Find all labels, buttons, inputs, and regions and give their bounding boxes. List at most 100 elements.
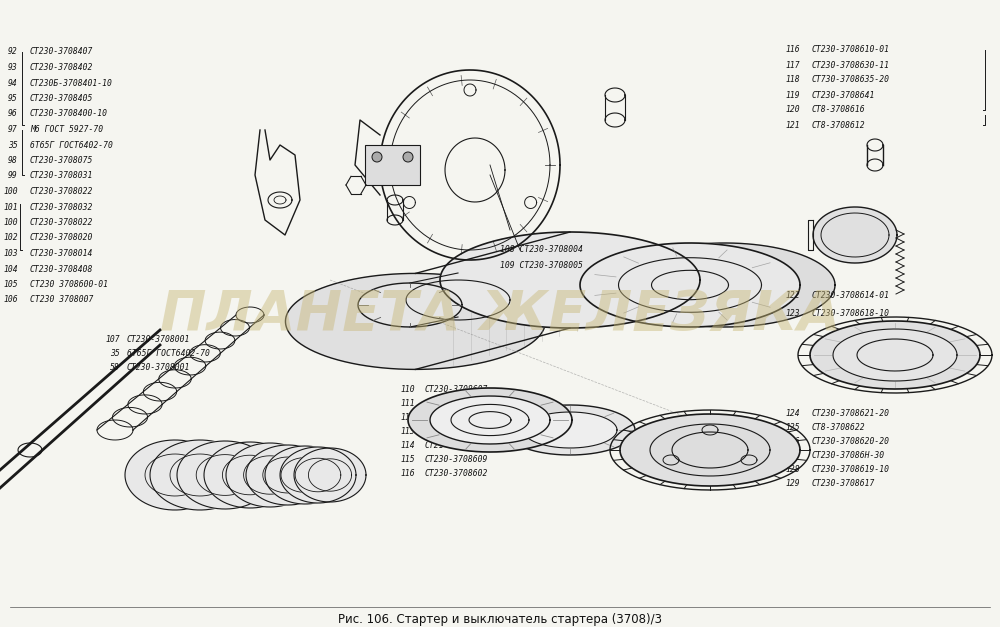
Polygon shape [285, 273, 545, 369]
Text: 58: 58 [110, 364, 120, 372]
Text: 98: 98 [8, 156, 18, 165]
Text: СТ230-3708022: СТ230-3708022 [30, 218, 93, 227]
Polygon shape [408, 388, 572, 452]
Text: 104: 104 [3, 265, 18, 273]
Polygon shape [125, 440, 225, 510]
Polygon shape [440, 232, 700, 328]
Text: СТ230Б-3708401-10: СТ230Б-3708401-10 [30, 78, 113, 88]
Text: СТ230-3708400-10: СТ230-3708400-10 [30, 110, 108, 119]
Polygon shape [204, 442, 296, 508]
Text: СТ230-3708022: СТ230-3708022 [30, 187, 93, 196]
Text: 116: 116 [785, 46, 800, 55]
Text: 113: 113 [400, 428, 415, 436]
Text: СТ230-3708032: СТ230-3708032 [30, 203, 93, 211]
Polygon shape [226, 443, 314, 507]
Polygon shape [810, 321, 980, 389]
Text: 94: 94 [8, 78, 18, 88]
Text: 107: 107 [105, 335, 120, 344]
Text: СТ230-37086Н-30: СТ230-37086Н-30 [812, 451, 885, 460]
Text: СТ230-3708031: СТ230-3708031 [30, 172, 93, 181]
Text: СТ230-3708607: СТ230-3708607 [425, 386, 488, 394]
Text: 117: 117 [785, 60, 800, 70]
Polygon shape [620, 414, 800, 486]
Text: 127: 127 [785, 451, 800, 460]
Text: 100: 100 [3, 187, 18, 196]
Text: СТ21-3708603-А: СТ21-3708603-А [425, 413, 493, 423]
Text: СТ230 3708600-01: СТ230 3708600-01 [30, 280, 108, 289]
Text: 125: 125 [785, 423, 800, 431]
Text: СТ230-3708614-01: СТ230-3708614-01 [812, 290, 890, 300]
Text: СТ230-3708619-10: СТ230-3708619-10 [812, 465, 890, 473]
Polygon shape [280, 447, 356, 503]
Text: 112: 112 [400, 413, 415, 423]
Text: СТ230-3708602: СТ230-3708602 [425, 470, 488, 478]
Polygon shape [150, 440, 250, 510]
Text: 122: 122 [785, 290, 800, 300]
Text: 116: 116 [400, 470, 415, 478]
Text: 124: 124 [785, 409, 800, 418]
Text: СТ230-3708641: СТ230-3708641 [812, 90, 875, 100]
Text: 6Т65Г ГОСТ6402-70: 6Т65Г ГОСТ6402-70 [30, 140, 113, 149]
Text: 35: 35 [110, 349, 120, 359]
Circle shape [372, 152, 382, 162]
Text: СТ730-3708635-20: СТ730-3708635-20 [812, 75, 890, 85]
Polygon shape [650, 424, 770, 476]
Text: СТ21-3708604: СТ21-3708604 [425, 441, 484, 451]
Polygon shape [833, 329, 957, 381]
Text: СТ230-3708630-11: СТ230-3708630-11 [812, 60, 890, 70]
Text: СТ230-3708075: СТ230-3708075 [30, 156, 93, 165]
Text: 121: 121 [785, 120, 800, 130]
Text: СТ230-3708621-20: СТ230-3708621-20 [812, 409, 890, 418]
Polygon shape [430, 396, 550, 444]
Polygon shape [813, 207, 897, 263]
Text: ПЛАНЕТА ЖЕЛЕЗЯКА: ПЛАНЕТА ЖЕЛЕЗЯКА [160, 288, 840, 342]
Text: 95: 95 [8, 94, 18, 103]
Bar [365, 145, 420, 185]
Text: СТ230-3708620-20: СТ230-3708620-20 [812, 436, 890, 446]
Text: СТ230-3708618-10: СТ230-3708618-10 [812, 308, 890, 317]
Text: 97: 97 [8, 125, 18, 134]
Text: СТ230-3708001: СТ230-3708001 [127, 364, 190, 372]
Text: 109 СТ230-3708005: 109 СТ230-3708005 [500, 260, 583, 270]
Text: 102: 102 [3, 233, 18, 243]
Text: СТ230-3708610-01: СТ230-3708610-01 [812, 46, 890, 55]
Text: 114: 114 [400, 441, 415, 451]
Text: СТ230-3708405: СТ230-3708405 [30, 94, 93, 103]
Polygon shape [615, 243, 835, 327]
Text: СТ8-3708622: СТ8-3708622 [812, 423, 866, 431]
Circle shape [403, 152, 413, 162]
Text: СТ230 3708007: СТ230 3708007 [30, 295, 93, 305]
Text: 129: 129 [785, 478, 800, 488]
Text: 106: 106 [3, 295, 18, 305]
Text: СТ230-3708609: СТ230-3708609 [425, 455, 488, 465]
Text: Рис. 106. Стартер и выключатель стартера (3708)/3: Рис. 106. Стартер и выключатель стартера… [338, 613, 662, 626]
Text: 96: 96 [8, 110, 18, 119]
Text: 123: 123 [785, 308, 800, 317]
Text: М6 ГОСТ 5927-70: М6 ГОСТ 5927-70 [30, 125, 103, 134]
Text: 6Т65Г ГОСТ6402-70: 6Т65Г ГОСТ6402-70 [127, 349, 210, 359]
Text: 105: 105 [3, 280, 18, 289]
Polygon shape [505, 405, 635, 455]
Text: 111: 111 [400, 399, 415, 409]
Text: 92: 92 [8, 48, 18, 56]
Polygon shape [265, 446, 345, 504]
Text: 115: 115 [400, 455, 415, 465]
Polygon shape [294, 448, 366, 502]
Text: СТ230-3708408: СТ230-3708408 [30, 265, 93, 273]
Text: 100: 100 [3, 218, 18, 227]
Text: 108 СТ230-3708004: 108 СТ230-3708004 [500, 246, 583, 255]
Text: 103: 103 [3, 249, 18, 258]
Polygon shape [358, 283, 462, 327]
Text: 128: 128 [785, 465, 800, 473]
Text: 110: 110 [400, 386, 415, 394]
Text: 101: 101 [3, 203, 18, 211]
Text: 99: 99 [8, 172, 18, 181]
Text: СТ8-3708612: СТ8-3708612 [812, 120, 866, 130]
Polygon shape [523, 412, 617, 448]
Text: 93: 93 [8, 63, 18, 72]
Text: СТ230-3708617: СТ230-3708617 [812, 478, 875, 488]
Text: СТ230-3708020: СТ230-3708020 [30, 233, 93, 243]
Text: СТ230-3708014: СТ230-3708014 [30, 249, 93, 258]
Polygon shape [580, 243, 800, 327]
Polygon shape [177, 441, 273, 509]
